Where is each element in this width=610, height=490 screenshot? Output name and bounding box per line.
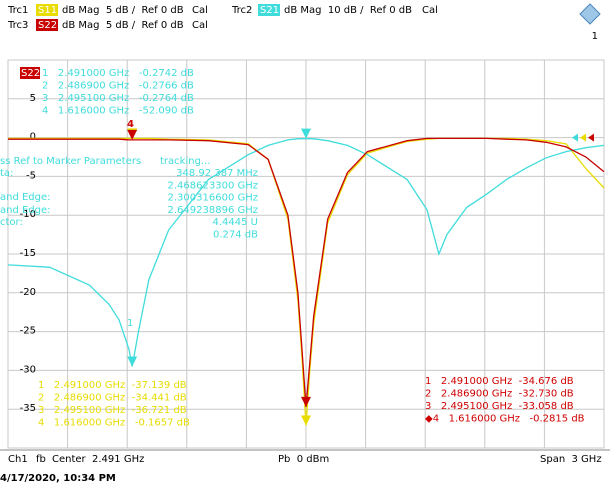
- marker-row: 3 2.495100 GHz -0.2764 dB: [42, 93, 194, 104]
- trace-format: dB Mag 5 dB / Ref 0 dB: [62, 20, 184, 31]
- trace-id: Trc1: [7, 5, 28, 16]
- trace-status: Cal: [422, 5, 438, 16]
- trace-line: [8, 137, 605, 407]
- y-tick-label: 0: [30, 132, 36, 143]
- footer-center: Center 2.491 GHz: [52, 454, 144, 465]
- marker-row: 2 2.486900 GHz -0.2766 dB: [42, 81, 194, 92]
- y-tick-label: -25: [20, 326, 36, 337]
- timestamp: 4/17/2020, 10:34 PM: [0, 473, 116, 484]
- y-tick-label: -30: [20, 364, 36, 375]
- trace-status: Cal: [192, 20, 208, 31]
- y-tick-label: 5: [30, 93, 36, 104]
- marker-row: 1 2.491000 GHz -37.139 dB: [38, 380, 187, 391]
- y-tick-label: -35: [20, 403, 36, 414]
- marker-row: 1 2.491000 GHz -34.676 dB: [425, 376, 574, 387]
- marker-triangle: [301, 415, 311, 426]
- filter-value: 4.4445 U: [213, 217, 259, 228]
- active-trace-badge: [20, 67, 40, 79]
- filter-label: and Edge:: [0, 192, 51, 203]
- active-trace-name: S22: [21, 68, 40, 79]
- trace-badge: [36, 4, 58, 16]
- y-tick-label: -15: [20, 248, 36, 259]
- trace-id: Trc3: [7, 20, 28, 31]
- footer-power: Pb 0 dBm: [278, 454, 329, 465]
- channel-badge: 1: [592, 31, 598, 42]
- trace-status: Cal: [192, 5, 208, 16]
- marker-row: 1 2.491000 GHz -0.2742 dB: [42, 68, 194, 79]
- marker-row: 4 1.616000 GHz -0.1657 dB: [38, 418, 190, 429]
- logo: [579, 3, 601, 25]
- filter-value: 2.468623300 GHz: [168, 180, 259, 191]
- trace-format: dB Mag 5 dB / Ref 0 dB: [62, 5, 184, 16]
- ref-arrow: [580, 133, 586, 142]
- filter-label: ctor:: [0, 217, 23, 228]
- footer-channel: Ch1: [8, 454, 28, 465]
- marker-row: 2 2.486900 GHz -34.441 dB: [38, 393, 187, 404]
- trace-badge: [36, 19, 58, 31]
- marker-triangle: [301, 128, 311, 139]
- y-tick-label: -5: [26, 170, 36, 181]
- filter-value: 2.649238896 GHz: [168, 205, 259, 216]
- trace-name: S11: [38, 5, 57, 16]
- filter-value: 348.92 387 MHz: [176, 168, 258, 179]
- trace-format: dB Mag 10 dB / Ref 0 dB: [284, 5, 412, 16]
- marker-triangle: [127, 129, 138, 140]
- ref-arrow: [588, 133, 594, 142]
- footer-mode: fb: [36, 454, 46, 465]
- filter-label: and Edge:: [0, 205, 51, 216]
- marker-row: 3 2.495100 GHz -36.721 dB: [38, 405, 187, 416]
- trace-name: S22: [38, 20, 57, 31]
- filter-value: 2.300316600 GHz: [168, 193, 259, 204]
- marker-row: 4 1.616000 GHz -52.090 dB: [42, 106, 194, 117]
- trace-badge: [258, 4, 280, 16]
- filter-status: tracking...: [160, 156, 210, 167]
- marker-row: ◆4 1.616000 GHz -0.2815 dB: [425, 414, 585, 425]
- marker-annotation: 4: [127, 119, 134, 130]
- y-tick-label: -20: [20, 287, 36, 298]
- filter-value: 0.274 dB: [213, 230, 258, 241]
- filter-label: ta:: [0, 168, 13, 179]
- filter-label: ss Ref to Marker Parameters: [0, 156, 141, 167]
- marker-row: 3 2.495100 GHz -33.058 dB: [425, 401, 574, 412]
- ref-arrow: [572, 133, 578, 142]
- marker-annotation: 1: [127, 318, 133, 329]
- marker-triangle: [127, 356, 138, 367]
- marker-row: 2 2.486900 GHz -32.730 dB: [425, 389, 574, 400]
- y-tick-label: -10: [20, 209, 36, 220]
- trace-name: S21: [260, 5, 279, 16]
- footer-span: Span 3 GHz: [540, 454, 602, 465]
- marker-triangle: [301, 396, 311, 407]
- trace-id: Trc2: [231, 5, 252, 16]
